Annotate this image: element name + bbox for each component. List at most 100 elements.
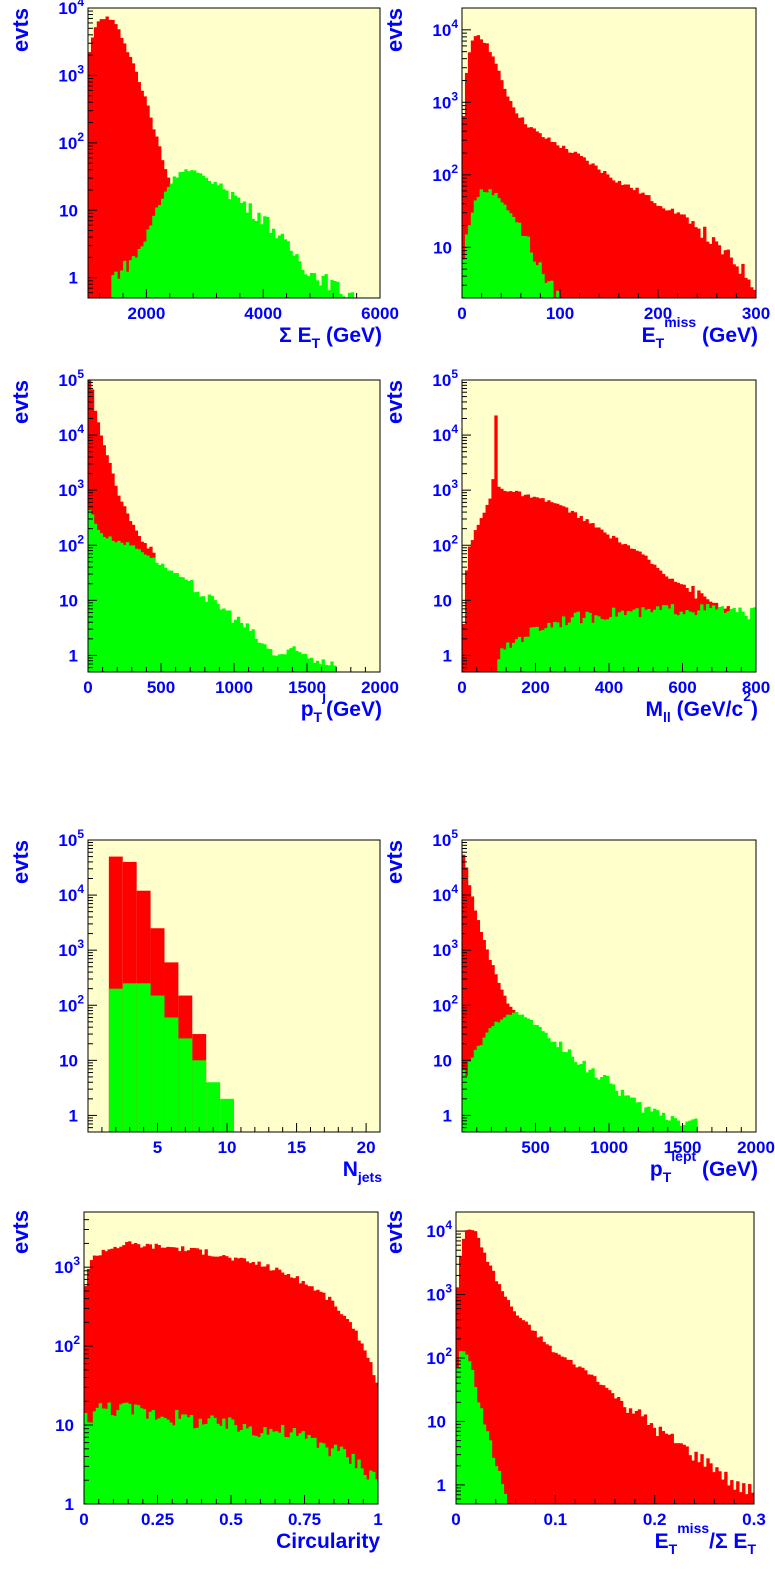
histogram-bin (322, 1443, 326, 1504)
histogram-bin (488, 52, 492, 298)
histogram-bin (196, 591, 200, 672)
histogram-bin (166, 570, 171, 672)
histogram-bin (216, 1256, 220, 1504)
histogram-bin (462, 854, 466, 1132)
y-tick-label: 10 (59, 201, 78, 220)
histogram-bin (113, 1415, 117, 1504)
histogram-bin (204, 1249, 208, 1504)
histogram-bin (588, 164, 592, 298)
histogram-bin (553, 621, 557, 672)
histogram-bin (104, 1408, 108, 1504)
histogram-bin (181, 1246, 185, 1504)
histogram-bin (533, 1330, 537, 1504)
histogram-bin (123, 43, 127, 298)
histogram-bin (545, 1344, 549, 1504)
x-tick-label: 1000 (215, 678, 253, 697)
histogram-bin (523, 494, 528, 672)
histogram-bin (128, 56, 133, 298)
histogram-bin (503, 88, 507, 298)
histogram-bin (295, 650, 299, 672)
histogram-bin (375, 1382, 379, 1504)
histogram-bin (606, 1076, 610, 1132)
histogram-bin (336, 1310, 341, 1504)
histogram-bin (670, 604, 675, 672)
histogram-bin (535, 497, 539, 672)
histogram-bin (137, 549, 141, 672)
histogram-bin (643, 1414, 648, 1504)
histogram-bin (219, 609, 223, 672)
histogram-bin (275, 1267, 279, 1504)
histogram-bin (360, 1343, 364, 1504)
histogram-bin (254, 1435, 258, 1504)
histogram-bin (582, 157, 586, 298)
histogram-bin (198, 1418, 202, 1504)
histogram-bin (108, 536, 112, 672)
histogram-bin (603, 171, 607, 298)
histogram-bin (497, 70, 501, 299)
histogram-bin (146, 229, 150, 298)
histogram-bin (748, 1484, 752, 1504)
histogram-bin (564, 1052, 569, 1132)
histogram-bin (145, 1418, 150, 1504)
histogram-bin (366, 1479, 370, 1504)
histogram-bin (706, 604, 710, 672)
histogram-bin (164, 1017, 179, 1132)
histogram-bin (254, 638, 258, 672)
histogram-bin (204, 1423, 208, 1504)
histogram-bin (225, 1428, 229, 1504)
histogram-bin (219, 1425, 223, 1504)
histogram-bin (357, 1340, 361, 1504)
histogram-bin (351, 1453, 355, 1504)
histogram-bin (523, 1017, 528, 1132)
histogram-bin (585, 519, 589, 672)
histogram-bin (638, 551, 642, 672)
histogram-bin (178, 576, 182, 672)
histogram-bin (145, 1243, 150, 1504)
histogram-bin (140, 90, 144, 298)
y-tick-label: 10 (59, 1051, 78, 1070)
histogram-bin (84, 1286, 88, 1504)
histogram-bin (640, 1416, 645, 1504)
histogram-bin (526, 636, 531, 672)
x-axis-title: pTlept (GeV) (650, 1148, 758, 1185)
histogram-bin (732, 607, 736, 672)
y-axis-title: evts (8, 1210, 33, 1254)
histogram-bin (607, 1390, 612, 1504)
histogram-bin (575, 1367, 579, 1504)
histogram-bin (585, 1072, 589, 1132)
histogram-bin (473, 910, 478, 1132)
histogram-bin (738, 607, 742, 672)
histogram-bin (733, 1489, 737, 1504)
histogram-bin (277, 235, 282, 298)
histogram-bin (541, 1031, 545, 1132)
histogram-bin (556, 1047, 560, 1132)
histogram-bin (721, 1479, 725, 1504)
histogram-bin (119, 1404, 123, 1504)
histogram-bin (178, 1038, 193, 1132)
histogram-bin (172, 1247, 176, 1504)
histogram-bin (102, 536, 106, 672)
histogram-bin (470, 1369, 475, 1504)
histogram-bin (547, 500, 551, 672)
histogram-bin (679, 1125, 683, 1132)
histogram-bin (254, 221, 258, 298)
histogram-bin (491, 1270, 496, 1504)
histogram-bin (136, 1244, 141, 1504)
histogram-bin (263, 644, 267, 672)
histogram-bin (298, 1283, 302, 1504)
histogram-bin (600, 619, 604, 672)
histogram-bin (503, 1296, 508, 1504)
histogram-bin (588, 523, 592, 672)
histogram-bin (269, 233, 273, 298)
histogram-bin (328, 1456, 332, 1504)
histogram-bin (462, 259, 466, 298)
histogram-bin (529, 1019, 533, 1132)
histogram-bin (650, 1111, 654, 1132)
histogram-bin (593, 1376, 597, 1504)
histogram-bin (526, 1018, 531, 1132)
histogram-bin (292, 1428, 297, 1504)
histogram-bin (245, 623, 249, 672)
histogram-bin (245, 1261, 250, 1504)
histogram-bin (753, 289, 757, 298)
